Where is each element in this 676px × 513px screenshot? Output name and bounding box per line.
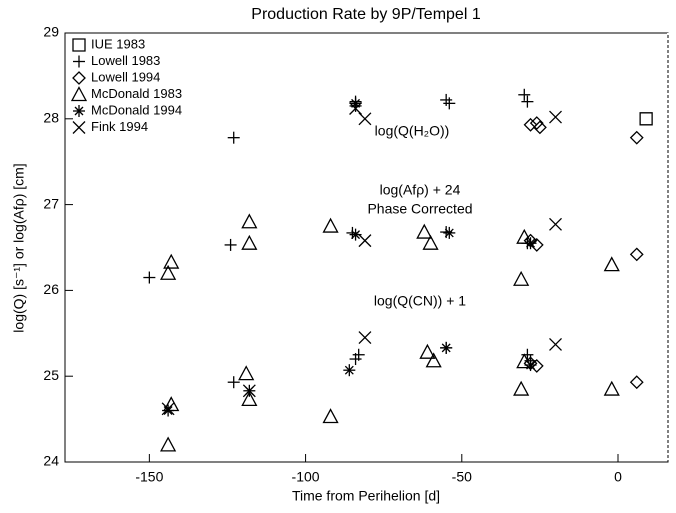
point	[516, 353, 533, 369]
legend-label: Fink 1994	[91, 119, 148, 134]
legend-label: Lowell 1994	[91, 69, 160, 84]
legend-symbol	[73, 55, 85, 68]
y-tick-label: 27	[43, 195, 59, 211]
legend-symbol	[70, 86, 88, 102]
point	[629, 130, 644, 145]
point	[358, 331, 372, 345]
point	[349, 97, 362, 110]
point	[241, 234, 258, 250]
point	[513, 380, 530, 396]
point	[227, 131, 240, 144]
point	[343, 364, 356, 377]
y-tick-label: 25	[43, 367, 59, 383]
annotation: log(Q(CN)) + 1	[374, 293, 466, 309]
legend-label: IUE 1983	[91, 36, 145, 51]
y-tick-label: 28	[43, 110, 59, 126]
legend-label: Lowell 1983	[91, 53, 160, 68]
point	[521, 95, 534, 108]
point	[529, 358, 544, 373]
x-tick-label: -50	[452, 469, 472, 485]
annotation: log(Q(H₂O))	[375, 123, 450, 139]
legend-symbol	[72, 121, 86, 134]
point	[161, 402, 175, 416]
legend-label: McDonald 1983	[91, 86, 182, 101]
point	[603, 380, 620, 396]
point	[523, 117, 538, 132]
point	[163, 253, 180, 269]
point	[425, 352, 442, 368]
legend-symbol	[72, 71, 86, 85]
legend-symbol	[73, 105, 85, 117]
point	[143, 271, 156, 284]
point	[242, 384, 256, 398]
point	[322, 408, 339, 424]
point	[603, 256, 620, 272]
x-tick-label: -150	[135, 469, 163, 485]
x-axis-label: Time from Perihelion [d]	[292, 488, 440, 504]
point	[241, 390, 258, 407]
point	[160, 436, 177, 452]
annotation: log(Afρ) + 24	[380, 182, 461, 198]
point	[516, 228, 533, 244]
point	[241, 213, 258, 229]
point	[358, 234, 372, 248]
point	[224, 238, 237, 251]
point	[518, 88, 531, 101]
point	[549, 217, 562, 231]
y-axis-label: log(Q) [s⁻¹] or log(Afρ) [cm]	[11, 163, 27, 332]
point	[238, 365, 255, 381]
point	[524, 359, 537, 372]
point	[549, 337, 562, 351]
point	[629, 375, 644, 390]
point	[521, 348, 534, 361]
point	[416, 223, 433, 239]
plot-frame	[64, 32, 669, 463]
point	[549, 110, 562, 124]
y-tick-label: 29	[43, 24, 59, 40]
point	[160, 264, 177, 280]
point	[352, 348, 365, 361]
legend-label: McDonald 1994	[91, 102, 182, 117]
point	[422, 234, 439, 250]
point	[524, 237, 537, 250]
point	[443, 226, 456, 239]
point	[358, 112, 372, 126]
point	[227, 376, 240, 389]
point	[162, 404, 175, 417]
annotation: Phase Corrected	[367, 201, 472, 217]
point	[532, 120, 547, 135]
x-tick-label: -100	[292, 469, 320, 485]
x-tick-label: 0	[614, 469, 622, 485]
point	[419, 343, 436, 359]
legend-symbol	[72, 38, 86, 52]
y-tick-label: 24	[43, 453, 59, 469]
point	[322, 217, 339, 233]
point	[639, 112, 653, 126]
point	[349, 102, 363, 115]
point	[529, 116, 544, 131]
point	[440, 341, 453, 354]
point	[440, 93, 453, 106]
y-tick-label: 26	[43, 281, 59, 297]
chart-title: Production Rate by 9P/Tempel 1	[251, 6, 481, 23]
point	[443, 97, 456, 110]
point	[513, 270, 530, 286]
point	[629, 247, 644, 262]
